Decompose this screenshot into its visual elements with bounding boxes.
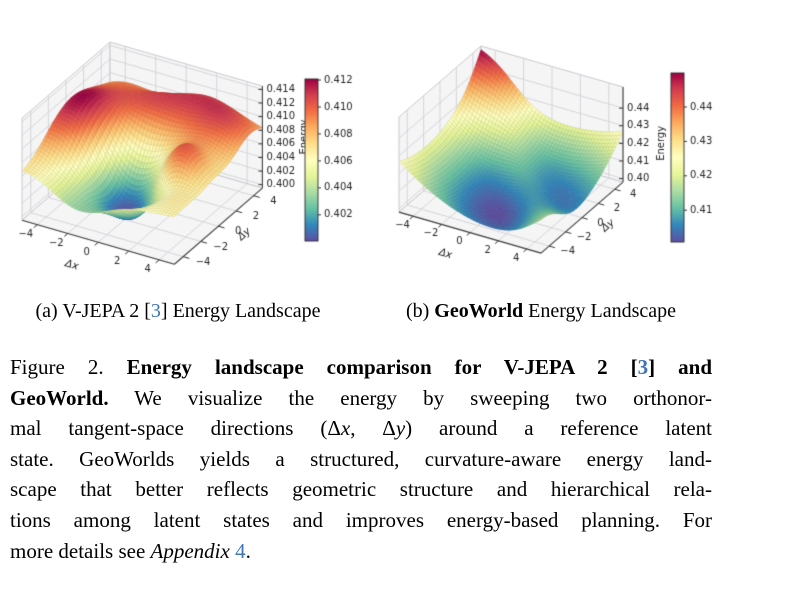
caption-segment: x xyxy=(340,416,351,441)
citation-link[interactable]: 3 xyxy=(150,300,161,322)
citation-link[interactable]: 3 xyxy=(637,355,649,379)
caption-segment: ] and xyxy=(648,355,713,379)
caption-line: more details see Appendix 4. xyxy=(10,536,712,567)
subcaption-b-text2: Energy Landscape xyxy=(523,300,677,322)
caption-segment: tions among latent states and improves e… xyxy=(10,507,712,532)
caption-segment: Figure 2. xyxy=(10,355,127,379)
caption-segment: Appendix xyxy=(150,538,230,563)
subcaption-a: (a) V-JEPA 2 [3] Energy Landscape xyxy=(0,299,356,323)
caption-segment: y xyxy=(395,416,406,441)
caption-segment: GeoWorld. xyxy=(10,385,109,410)
caption-segment: , Δ xyxy=(350,416,396,441)
subcaption-b-text: (b) xyxy=(405,300,435,322)
caption-line: GeoWorld. We visualize the energy by swe… xyxy=(10,383,712,414)
caption-line: scape that better reflects geometric str… xyxy=(10,474,712,505)
figure-caption: Figure 2. Energy landscape comparison fo… xyxy=(10,352,712,566)
caption-line: tions among latent states and improves e… xyxy=(10,505,712,536)
subcaption-a-text: (a) V-JEPA 2 [ xyxy=(35,300,151,322)
energy-surface-plot-vjepa xyxy=(0,0,395,292)
caption-segment: . xyxy=(245,538,251,563)
caption-segment: Energy landscape comparison for V-JEPA 2… xyxy=(126,355,638,379)
caption-segment: We visualize the energy by sweeping two … xyxy=(108,385,712,410)
caption-segment: mal tangent-space directions (Δ xyxy=(10,416,341,441)
caption-segment: scape that better reflects geometric str… xyxy=(10,477,712,502)
subcaption-b: (b) GeoWorld Energy Landscape xyxy=(366,299,716,323)
caption-line: state. GeoWorlds yields a structured, cu… xyxy=(10,444,712,475)
caption-segment: state. GeoWorlds yields a structured, cu… xyxy=(10,446,712,471)
subcaption-b-model-name: GeoWorld xyxy=(434,300,524,322)
caption-segment: more details see xyxy=(10,538,151,563)
energy-surface-plot-geoworld xyxy=(395,0,811,292)
subcaption-a-text2: ] Energy Landscape xyxy=(160,300,321,322)
caption-segment: ) around a reference latent xyxy=(405,416,712,441)
citation-link[interactable]: 4 xyxy=(235,538,246,563)
caption-line: mal tangent-space directions (Δx, Δy) ar… xyxy=(10,413,712,444)
caption-line: Figure 2. Energy landscape comparison fo… xyxy=(10,352,712,383)
